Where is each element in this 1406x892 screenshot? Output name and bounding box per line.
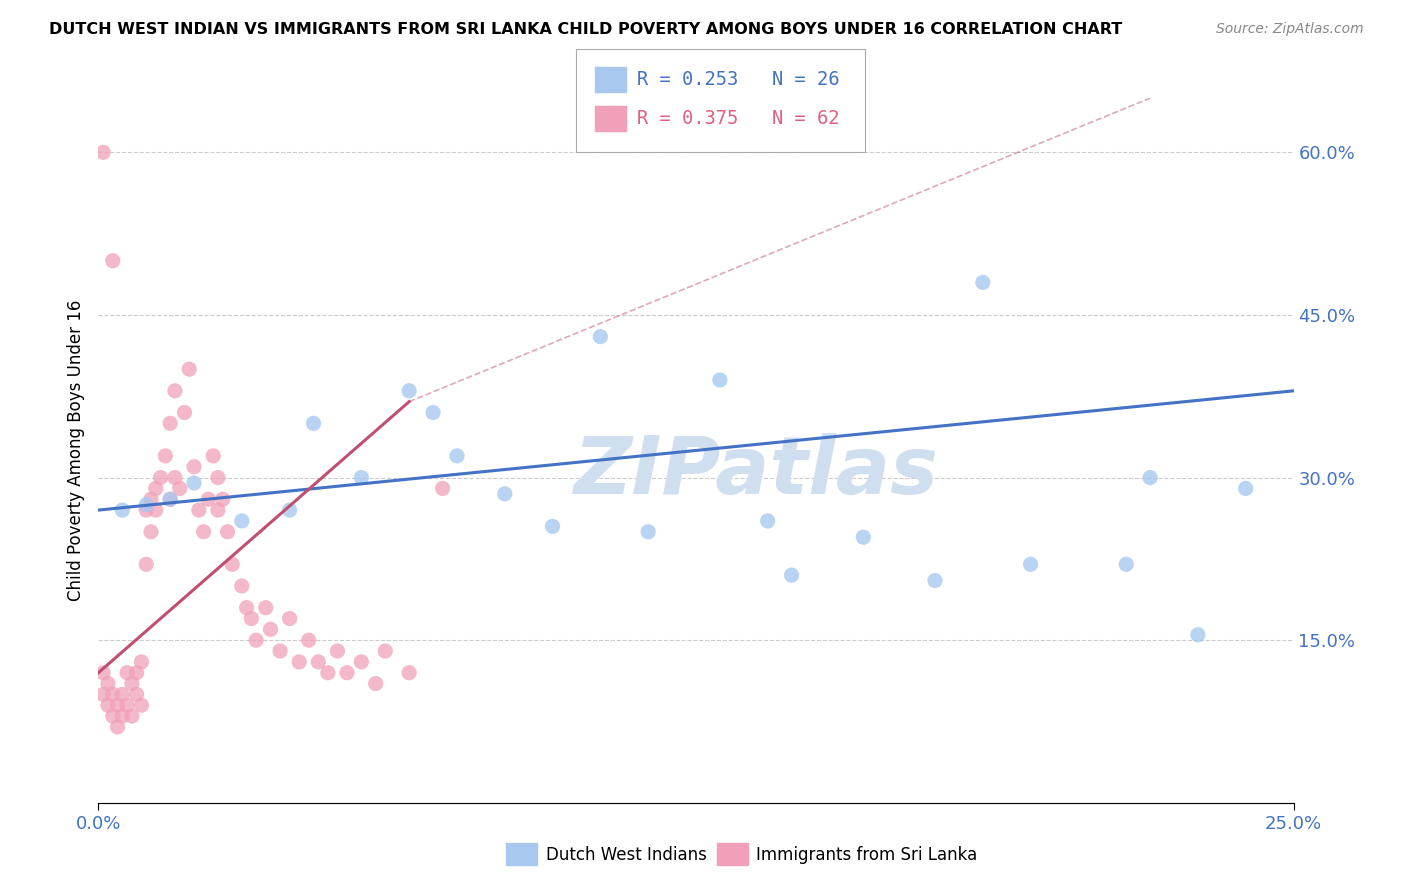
Text: DUTCH WEST INDIAN VS IMMIGRANTS FROM SRI LANKA CHILD POVERTY AMONG BOYS UNDER 16: DUTCH WEST INDIAN VS IMMIGRANTS FROM SRI… — [49, 22, 1122, 37]
Point — [494, 487, 516, 501]
Point — [1115, 558, 1137, 572]
Point — [169, 482, 191, 496]
Point — [278, 503, 301, 517]
Point — [139, 492, 162, 507]
Point — [780, 568, 803, 582]
Point — [326, 644, 349, 658]
Point — [101, 687, 124, 701]
Point — [173, 405, 195, 419]
Point — [139, 524, 162, 539]
Point — [231, 514, 253, 528]
Y-axis label: Child Poverty Among Boys Under 16: Child Poverty Among Boys Under 16 — [66, 300, 84, 601]
Point — [709, 373, 731, 387]
Point — [446, 449, 468, 463]
Point — [107, 720, 129, 734]
Text: ZIPatlas: ZIPatlas — [574, 433, 938, 510]
Point — [135, 558, 157, 572]
Point — [159, 492, 181, 507]
Point — [193, 524, 215, 539]
Point — [432, 482, 454, 496]
Point — [245, 633, 267, 648]
Point — [101, 253, 124, 268]
Point — [125, 687, 148, 701]
Point — [422, 405, 444, 419]
Point — [207, 503, 229, 517]
Point — [159, 417, 181, 431]
Point — [364, 676, 387, 690]
Point — [183, 475, 205, 490]
Point — [91, 687, 114, 701]
Point — [298, 633, 321, 648]
Point — [350, 470, 373, 484]
Point — [187, 503, 209, 517]
Point — [637, 524, 659, 539]
Point — [179, 362, 201, 376]
Point — [235, 600, 257, 615]
Point — [259, 623, 281, 637]
Point — [1234, 482, 1257, 496]
Point — [115, 698, 138, 713]
Text: Dutch West Indians: Dutch West Indians — [546, 846, 706, 863]
Point — [217, 524, 239, 539]
Point — [111, 687, 134, 701]
Point — [972, 276, 994, 290]
Point — [254, 600, 277, 615]
Point — [221, 558, 243, 572]
Text: Immigrants from Sri Lanka: Immigrants from Sri Lanka — [756, 846, 977, 863]
Point — [1187, 628, 1209, 642]
Point — [145, 503, 167, 517]
Point — [756, 514, 779, 528]
Point — [1139, 470, 1161, 484]
Point — [398, 384, 420, 398]
Point — [163, 384, 186, 398]
Point — [121, 709, 143, 723]
Text: Source: ZipAtlas.com: Source: ZipAtlas.com — [1216, 22, 1364, 37]
Point — [202, 449, 225, 463]
Point — [207, 470, 229, 484]
Point — [131, 655, 153, 669]
Text: R = 0.375   N = 62: R = 0.375 N = 62 — [637, 109, 839, 128]
Point — [307, 655, 329, 669]
Point — [97, 676, 120, 690]
Point — [240, 611, 263, 625]
Point — [131, 698, 153, 713]
Point — [107, 698, 129, 713]
Point — [302, 417, 325, 431]
Point — [115, 665, 138, 680]
Point — [111, 503, 134, 517]
Point — [91, 145, 114, 160]
Point — [111, 709, 134, 723]
Text: R = 0.253   N = 26: R = 0.253 N = 26 — [637, 70, 839, 89]
Point — [231, 579, 253, 593]
Point — [211, 492, 233, 507]
Point — [125, 665, 148, 680]
Point — [163, 470, 186, 484]
Point — [541, 519, 564, 533]
Point — [316, 665, 339, 680]
Point — [269, 644, 291, 658]
Point — [1019, 558, 1042, 572]
Point — [197, 492, 219, 507]
Point — [91, 665, 114, 680]
Point — [97, 698, 120, 713]
Point — [135, 503, 157, 517]
Point — [924, 574, 946, 588]
Point — [183, 459, 205, 474]
Point — [398, 665, 420, 680]
Point — [278, 611, 301, 625]
Point — [101, 709, 124, 723]
Point — [589, 329, 612, 343]
Point — [288, 655, 311, 669]
Point — [350, 655, 373, 669]
Point — [159, 492, 181, 507]
Point — [336, 665, 359, 680]
Point — [374, 644, 396, 658]
Point — [852, 530, 875, 544]
Point — [149, 470, 172, 484]
Point — [145, 482, 167, 496]
Point — [155, 449, 177, 463]
Point — [135, 498, 157, 512]
Point — [121, 676, 143, 690]
